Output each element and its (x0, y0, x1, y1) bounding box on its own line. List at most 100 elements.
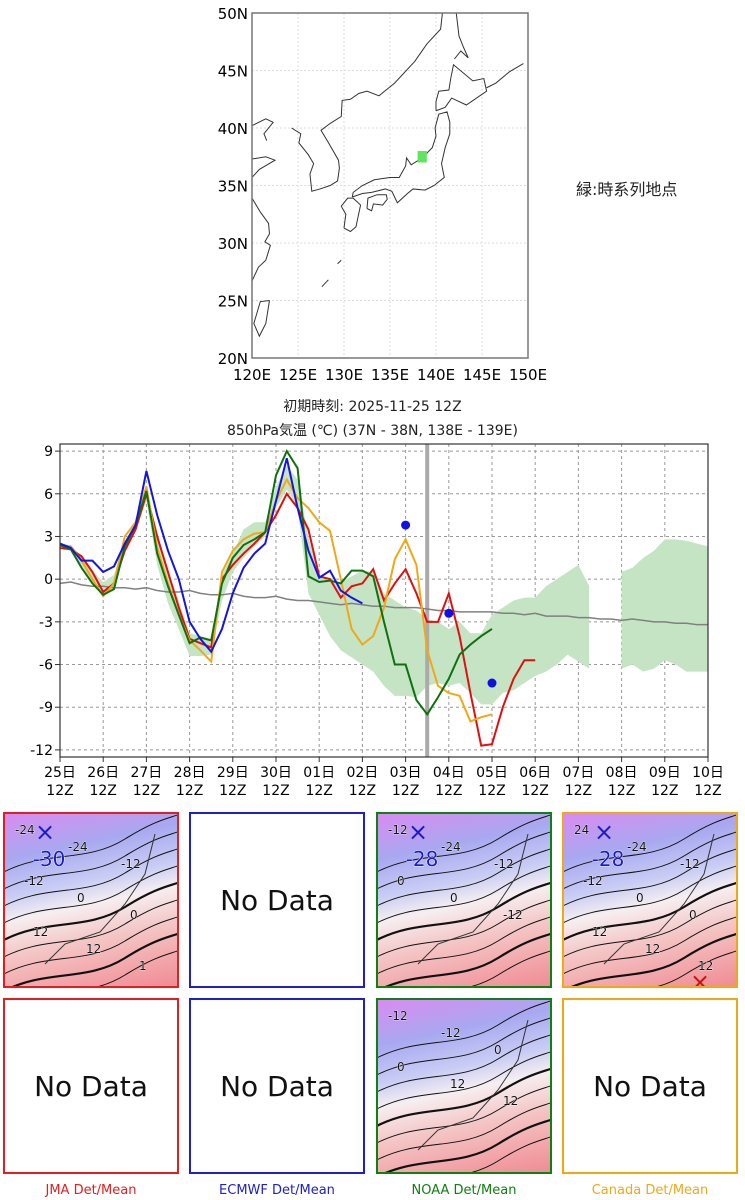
contour-label: 12 (33, 925, 48, 939)
contour-line (378, 1017, 550, 1076)
coastline (251, 197, 271, 282)
map-legend-note: 緑:時系列地点 (576, 180, 678, 199)
forecast-map-noaa-row1[interactable]: -12 -24 -12 0 0 -12 × -28 (376, 812, 552, 988)
contour-line (378, 831, 550, 890)
no-data-text: No Data (220, 1069, 334, 1103)
forecast-map-ecmwf-row1[interactable]: No Data (189, 812, 365, 988)
y-tick-label: 6 (44, 487, 53, 503)
x-tick-label-day: 28日 (174, 765, 206, 781)
lat-label: 25N (218, 293, 248, 311)
coastline (251, 118, 274, 141)
contour-label: -12 (583, 874, 603, 888)
forecast-map-ecmwf-row2[interactable]: No Data (189, 998, 365, 1174)
x-tick-label-day: 08日 (606, 765, 638, 781)
y-tick-label: -6 (39, 658, 53, 674)
coastline (253, 300, 270, 338)
contour-label: 0 (130, 908, 138, 922)
observation-point (487, 678, 497, 688)
x-tick-label-hour: 12Z (392, 783, 419, 799)
contour-label: 0 (450, 891, 458, 905)
contour-line (378, 814, 550, 873)
y-tick-label: 9 (44, 444, 53, 460)
contour-line (98, 950, 177, 986)
x-tick-label-hour: 12Z (651, 783, 678, 799)
x-tick-label-hour: 12Z (219, 783, 246, 799)
contour-label: 24 (574, 823, 589, 837)
contour-line (571, 932, 736, 986)
contour-line (378, 1085, 550, 1144)
contour-line (564, 899, 736, 958)
y-tick-label: 0 (44, 572, 53, 588)
contour-line (471, 1136, 550, 1172)
x-tick-label-day: 03日 (390, 765, 422, 781)
lat-label: 50N (218, 5, 248, 23)
contour-label: 12 (645, 942, 660, 956)
x-tick-label-day: 29日 (217, 765, 249, 781)
contour-line (378, 916, 550, 975)
contour-label: 12 (86, 942, 101, 956)
coastline (340, 197, 362, 233)
contour-line (564, 865, 736, 924)
lon-label: 150E (509, 366, 547, 384)
ensemble-spread-band (621, 539, 708, 672)
temperature-field: -12 -24 -12 0 0 -12 × -28 (378, 814, 550, 986)
x-tick-label-day: 25日 (44, 765, 76, 781)
high-center-icon: × (690, 968, 710, 988)
contour-lines: -24 -24 -12 -12 0 0 12 12 1 ×-30 (5, 814, 177, 986)
contour-label: 12 (698, 959, 713, 973)
contour-label: 0 (494, 1043, 502, 1057)
x-tick-label-day: 05日 (476, 765, 508, 781)
lon-label: 140E (417, 366, 455, 384)
low-center-value: -28 (406, 847, 439, 871)
coastline (366, 194, 388, 212)
x-tick-label-hour: 12Z (133, 783, 160, 799)
contour-label: -12 (503, 908, 523, 922)
x-tick-label-day: 09日 (649, 765, 681, 781)
contour-line (564, 814, 736, 873)
coastline (603, 833, 715, 965)
panel-label-jma: JMA Det/Mean (45, 1183, 137, 1198)
x-tick-label-hour: 12Z (521, 783, 548, 799)
x-tick-label-day: 07日 (562, 765, 594, 781)
coastline (417, 833, 529, 965)
coastline (351, 111, 451, 204)
x-tick-label-day: 04日 (433, 765, 465, 781)
contour-label: -12 (441, 1026, 461, 1040)
contour-label: -24 (441, 840, 461, 854)
observation-point (401, 520, 411, 530)
contour-label: -12 (680, 857, 700, 871)
map-frame (251, 12, 529, 359)
contour-label: 12 (450, 1077, 465, 1091)
contour-label: 0 (636, 891, 644, 905)
lat-label: 40N (218, 120, 248, 138)
low-center-icon: × (35, 818, 55, 846)
contour-line (471, 950, 550, 986)
no-data-text: No Data (593, 1069, 707, 1103)
x-tick-label-day: 30日 (260, 765, 292, 781)
x-tick-label-hour: 12Z (262, 783, 289, 799)
low-center-value: -30 (33, 847, 66, 871)
temperature-field: -12 -12 0 0 12 12 (378, 1000, 550, 1172)
contour-line (378, 865, 550, 924)
forecast-map-jma-row2[interactable]: No Data (3, 998, 179, 1174)
contour-label: -12 (121, 857, 141, 871)
no-data-text: No Data (220, 883, 334, 917)
no-data-text: No Data (34, 1069, 148, 1103)
x-tick-label-day: 10日 (692, 765, 724, 781)
x-tick-label-hour: 12Z (176, 783, 203, 799)
x-tick-label-day: 01日 (303, 765, 335, 781)
forecast-map-noaa-row2[interactable]: -12 -12 0 0 12 12 (376, 998, 552, 1174)
forecast-map-canada-row2[interactable]: No Data (562, 998, 738, 1174)
contour-line (657, 950, 736, 986)
contour-line (378, 848, 550, 907)
coastline (321, 279, 329, 288)
forecast-map-jma-row1[interactable]: -24 -24 -12 -12 0 0 12 12 1 × -30 (3, 812, 179, 988)
contour-line (5, 831, 177, 890)
x-tick-label-hour: 12Z (694, 783, 721, 799)
coastline (251, 156, 277, 178)
contour-label: 0 (77, 891, 85, 905)
init-time-title: 初期時刻: 2025-11-25 12Z (283, 399, 462, 415)
low-center-value: -28 (592, 847, 625, 871)
contour-line (385, 1118, 550, 1172)
